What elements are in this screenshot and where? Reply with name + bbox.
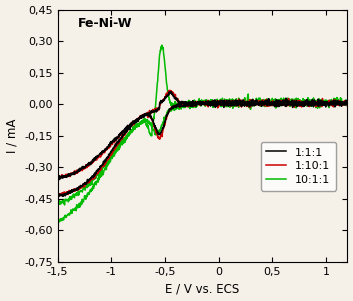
X-axis label: E / V vs. ECS: E / V vs. ECS bbox=[166, 282, 240, 296]
1:10:1 bbox=[338, 101, 342, 105]
1:10:1 bbox=[58, 194, 62, 197]
10:1:1 bbox=[322, 100, 327, 104]
1:10:1 bbox=[72, 171, 76, 175]
1:1:1 bbox=[55, 177, 60, 181]
10:1:1 bbox=[72, 194, 76, 198]
1:1:1 bbox=[338, 103, 342, 107]
10:1:1 bbox=[55, 202, 60, 205]
1:1:1 bbox=[72, 173, 76, 176]
1:10:1 bbox=[85, 181, 90, 184]
1:1:1 bbox=[85, 178, 90, 181]
10:1:1 bbox=[55, 218, 60, 222]
1:10:1 bbox=[322, 102, 327, 106]
1:1:1 bbox=[322, 101, 327, 105]
1:10:1 bbox=[167, 88, 171, 92]
Line: 10:1:1: 10:1:1 bbox=[58, 45, 347, 222]
1:1:1 bbox=[169, 90, 173, 94]
1:1:1 bbox=[56, 194, 61, 198]
1:1:1 bbox=[55, 194, 60, 197]
Legend: 1:1:1, 1:10:1, 10:1:1: 1:1:1, 1:10:1, 10:1:1 bbox=[261, 141, 336, 191]
1:1:1 bbox=[72, 171, 76, 175]
1:10:1 bbox=[179, 101, 183, 104]
Y-axis label: I / mA: I / mA bbox=[6, 119, 19, 153]
1:10:1 bbox=[55, 175, 60, 179]
1:10:1 bbox=[55, 193, 60, 197]
10:1:1 bbox=[85, 191, 90, 195]
10:1:1 bbox=[179, 102, 183, 106]
1:10:1 bbox=[72, 172, 76, 175]
Text: Fe-Ni-W: Fe-Ni-W bbox=[78, 17, 132, 30]
10:1:1 bbox=[56, 220, 60, 224]
Line: 1:10:1: 1:10:1 bbox=[58, 90, 347, 196]
10:1:1 bbox=[72, 195, 76, 198]
1:1:1 bbox=[179, 100, 183, 104]
Line: 1:1:1: 1:1:1 bbox=[58, 92, 347, 196]
10:1:1 bbox=[160, 43, 164, 47]
10:1:1 bbox=[338, 100, 342, 104]
